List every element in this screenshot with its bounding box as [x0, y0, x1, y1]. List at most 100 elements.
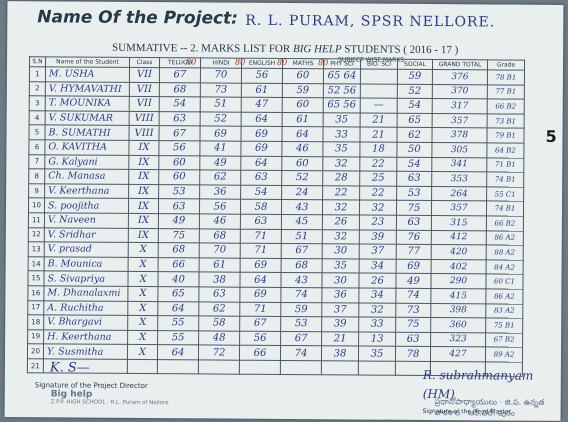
cell-grade: 83 A2	[485, 303, 523, 319]
cell-telugu: 67	[158, 126, 201, 141]
cell-social: 75	[396, 200, 432, 216]
cell-total: 420	[431, 244, 487, 260]
cell-hindi: 51	[200, 97, 242, 112]
cell-grade: 77 B1	[487, 84, 525, 100]
cell-hindi: 46	[199, 213, 241, 229]
cell-phy: 30	[322, 243, 360, 259]
cell-class: IX	[128, 198, 159, 214]
cell-maths: 52	[281, 170, 323, 186]
cell-class: X	[128, 257, 159, 272]
cell-phy: 32	[322, 200, 360, 215]
col-grand-total: GRAND TOTAL	[432, 59, 488, 70]
cell-telugu: 54	[159, 96, 201, 112]
cell-bio: 34	[359, 258, 397, 274]
col-social: SOCIAL	[397, 59, 433, 70]
cell-telugu	[157, 359, 199, 375]
cell-sn: 9	[28, 183, 45, 199]
cell-english: 66	[239, 345, 281, 361]
cell-total: 398	[430, 303, 486, 319]
margin-mark: 5	[545, 126, 557, 146]
cell-maths: 45	[281, 214, 323, 230]
cell-bio: 32	[358, 302, 396, 318]
col-class: Class	[129, 57, 160, 68]
cell-total: 376	[432, 69, 488, 85]
cell-name: V. Bhargavi	[43, 314, 128, 331]
cell-hindi: 62	[198, 301, 240, 317]
cell-hindi	[198, 359, 240, 375]
cell-phy	[321, 360, 359, 376]
cell-telugu: 55	[157, 330, 199, 346]
cell-social: 63	[396, 171, 432, 187]
marks-sheet: Name Of the Project: R. L. PURAM, SPSR N…	[4, 1, 564, 421]
cell-grade: 84 A2	[486, 259, 524, 275]
cell-social: 76	[396, 229, 432, 245]
cell-telugu: 63	[159, 111, 201, 127]
cell-class: X	[127, 300, 158, 316]
cell-english: 64	[241, 111, 283, 127]
cell-bio: 39	[359, 229, 397, 245]
cell-grade: 74 B1	[486, 201, 524, 217]
cell-total: 370	[432, 84, 488, 100]
cell-name: S. poojitha	[44, 198, 129, 214]
cell-maths: 43	[281, 199, 323, 215]
col-sn: S.N	[29, 56, 46, 67]
cell-bio: 32	[359, 200, 397, 216]
cell-maths: 59	[282, 83, 324, 98]
cell-class: X	[127, 286, 158, 302]
cell-phy: 65 56	[323, 97, 361, 113]
cell-hindi: 61	[199, 257, 241, 273]
cell-maths: 43	[280, 272, 323, 288]
cell-social: 77	[396, 244, 432, 260]
cell-total: 353	[431, 171, 487, 187]
cell-bio: 22	[359, 156, 397, 172]
cell-maths	[280, 360, 322, 376]
cell-sn: 18	[27, 314, 44, 330]
cell-phy: 65 64	[323, 68, 361, 84]
cell-social: 63	[395, 331, 431, 347]
cell-name: M. USHA	[45, 66, 130, 83]
cell-bio: 33	[358, 317, 396, 332]
cell-hindi: 36	[199, 184, 241, 200]
cell-grade: 71 B1	[486, 157, 524, 173]
cell-telugu: 68	[159, 82, 201, 98]
cell-grade: 78 B1	[487, 69, 525, 85]
cell-social: 62	[396, 127, 433, 143]
cell-total: 317	[432, 98, 488, 114]
cell-name: T. MOUNIKA	[45, 96, 130, 112]
cell-sn: 1	[29, 66, 46, 82]
cell-grade: 67 B2	[485, 332, 523, 348]
cell-telugu: 64	[157, 344, 199, 360]
cell-hindi: 38	[198, 272, 241, 288]
cell-name: H. Keerthana	[43, 329, 128, 345]
cell-sn: 4	[29, 110, 46, 126]
cell-english: 69	[240, 141, 282, 157]
cell-total: 290	[430, 273, 487, 289]
cell-english: 58	[240, 199, 282, 215]
cell-class: IX	[128, 140, 159, 156]
col-grade: Grade	[487, 59, 525, 71]
col-maths: MATHS	[282, 58, 324, 69]
cell-maths: 46	[281, 141, 323, 157]
cell-name: V. Naveen	[44, 212, 129, 228]
col-telugu: TELUGU	[159, 57, 201, 68]
cell-class: IX	[128, 227, 159, 243]
cell-english	[239, 360, 281, 375]
cell-hindi: 58	[198, 316, 240, 331]
cell-english: 64	[239, 272, 282, 288]
cell-hindi: 69	[199, 126, 242, 142]
cell-telugu: 64	[157, 301, 199, 317]
cell-maths: 60	[282, 68, 324, 84]
cell-english: 71	[239, 301, 281, 317]
col-bio-sci: BIO. SCI	[360, 59, 398, 70]
cell-telugu: 60	[158, 169, 200, 185]
cell-english: 71	[240, 228, 282, 244]
cell-phy: 32	[322, 229, 360, 245]
cell-social: 53	[396, 186, 432, 201]
cell-class: VIII	[129, 111, 160, 127]
cell-class: X	[127, 271, 159, 287]
cell-bio: 34	[358, 287, 396, 303]
cell-telugu: 67	[159, 67, 201, 83]
sheet-subtitle: SUMMATIVE -- 2. MARKS LIST FOR BIG HELP …	[7, 41, 563, 57]
cell-grade: 66 B2	[486, 215, 524, 231]
cell-name: V. HYMAVATHI	[45, 81, 130, 97]
